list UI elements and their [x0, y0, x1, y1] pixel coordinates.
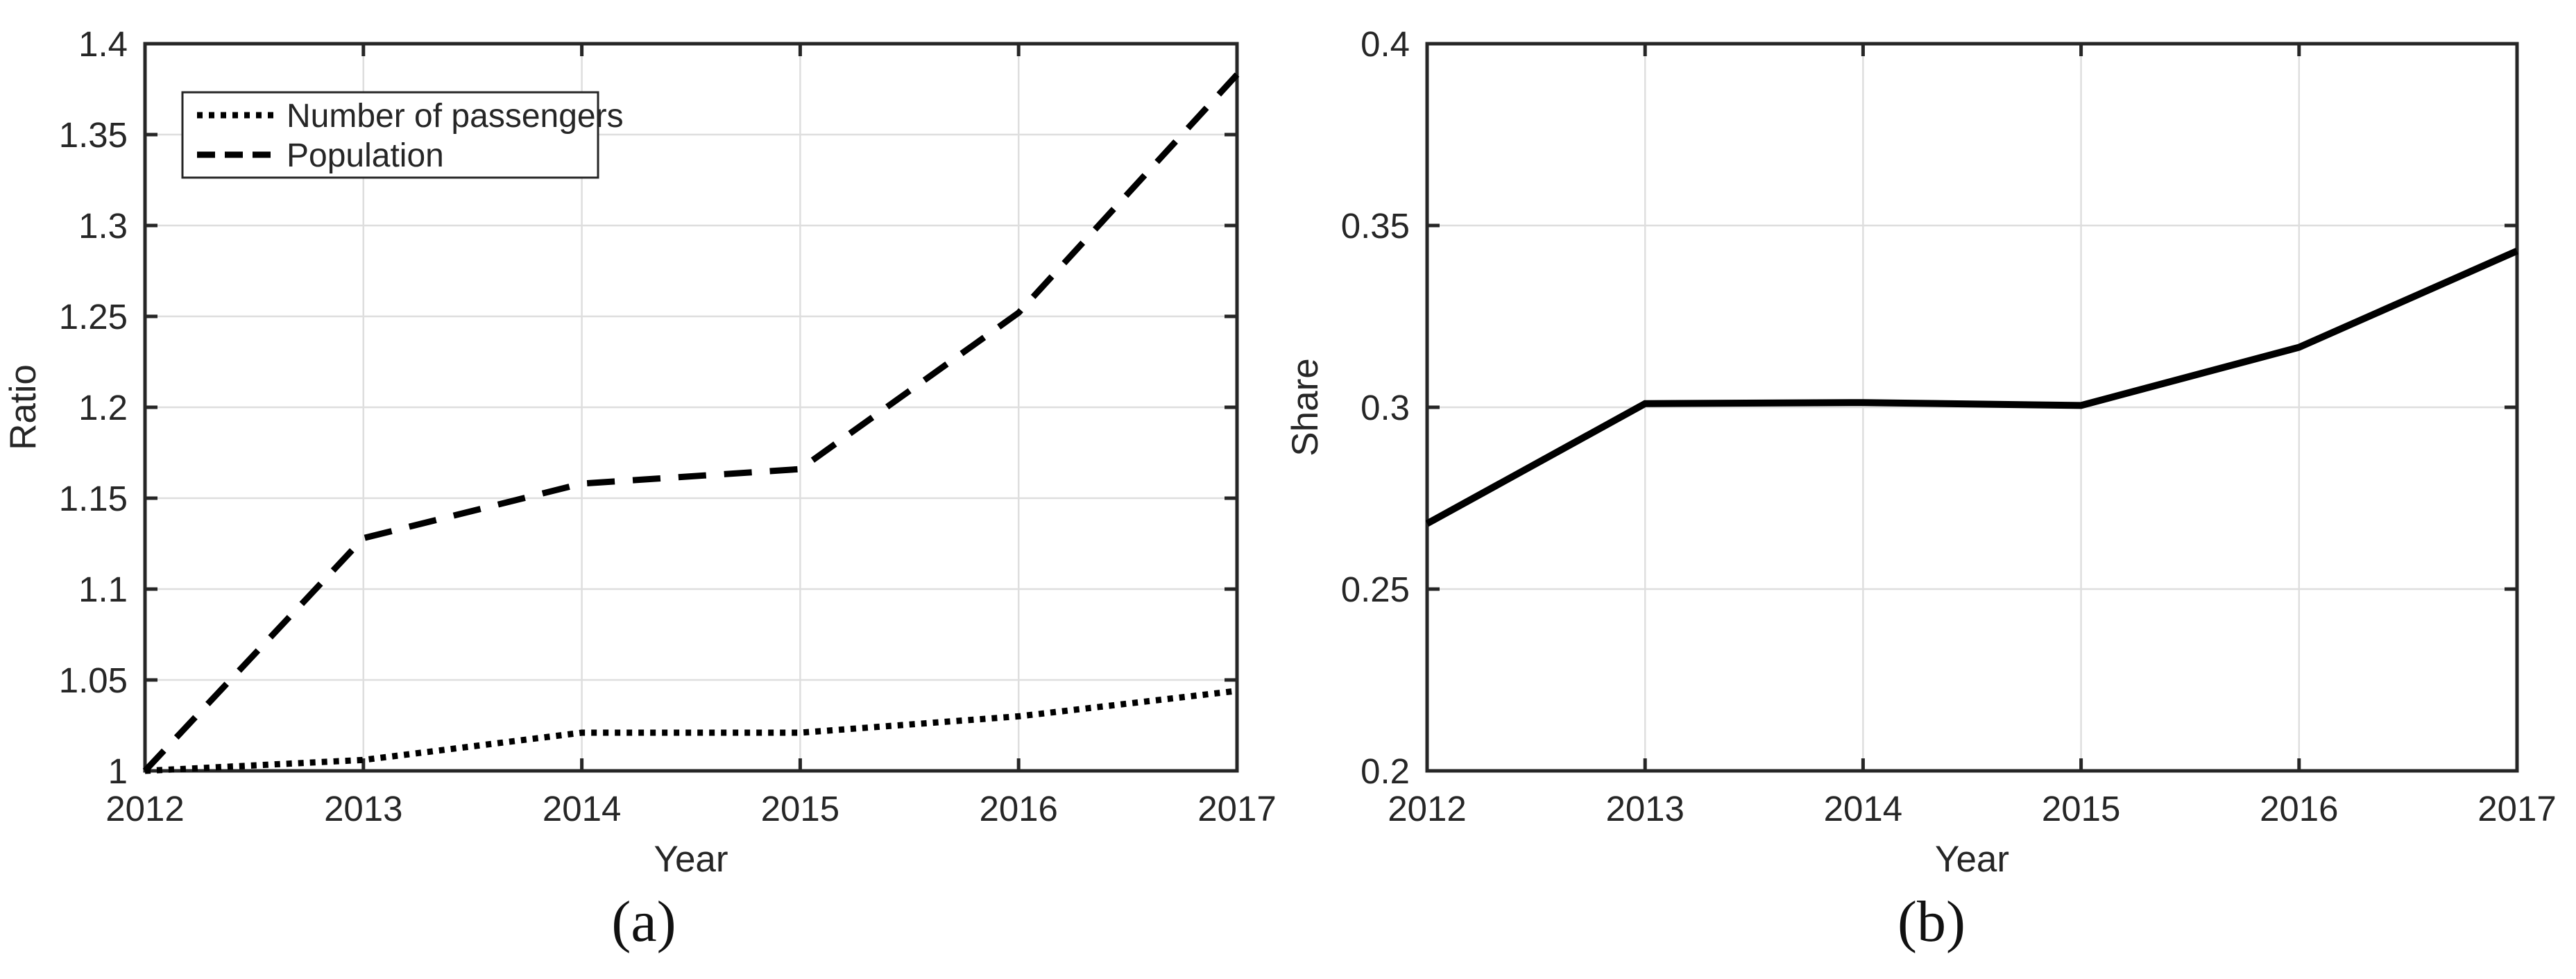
x-tick-label: 2013 — [1605, 789, 1684, 828]
legend-label: Number of passengers — [287, 98, 624, 135]
x-tick-label: 2014 — [543, 789, 621, 828]
x-tick-label: 2013 — [324, 789, 402, 828]
y-tick-label: 1.3 — [78, 206, 128, 246]
x-axis-label: Year — [654, 839, 728, 880]
plot-a: 1 1.05 1.1 1.15 1.2 1.25 1.3 1.35 1.4 2012 2013 201… — [3, 24, 1277, 880]
series-line-number-of-passengers — [144, 688, 1238, 774]
y-tick-label: 1.4 — [78, 24, 128, 64]
y-axis-label: Ratio — [3, 364, 44, 450]
caption-a: (a) — [611, 889, 676, 954]
x-tick-label: 2016 — [2260, 789, 2338, 828]
legend-label: Population — [287, 137, 444, 174]
y-tick-label: 1.15 — [59, 479, 128, 518]
y-tick-label: 1.25 — [59, 297, 128, 337]
x-tick-label: 2016 — [979, 789, 1057, 828]
y-tick-label: 1.1 — [78, 570, 128, 609]
x-tick-label: 2012 — [1388, 789, 1466, 828]
x-tick-label: 2015 — [2042, 789, 2120, 828]
y-tick-label: 1.2 — [78, 388, 128, 427]
x-tick-label: 2017 — [2477, 789, 2556, 828]
y-tick-label: 1.05 — [59, 661, 128, 700]
x-axis-label: Year — [1935, 839, 2009, 880]
plot-b: 0.2 0.25 0.3 0.35 0.4 2012 2013 2014 2015 2016 201… — [1285, 24, 2557, 880]
series-line-share — [1425, 248, 2519, 527]
y-tick-label: 0.2 — [1360, 751, 1410, 791]
series-line-population — [142, 72, 1240, 774]
x-tick-label: 2012 — [105, 789, 184, 828]
y-tick-label: 0.4 — [1360, 24, 1410, 64]
x-tick-label: 2014 — [1824, 789, 1902, 828]
y-tick-label: 0.3 — [1360, 388, 1410, 427]
y-tick-label: 1.35 — [59, 115, 128, 155]
x-tick-label: 2017 — [1197, 789, 1276, 828]
y-tick-label: 1 — [108, 751, 128, 791]
x-tick-label: 2015 — [761, 789, 839, 828]
caption-b: (b) — [1897, 889, 1965, 954]
legend-box — [181, 91, 599, 179]
y-tick-label: 0.35 — [1341, 206, 1410, 246]
y-axis-label: Share — [1285, 358, 1326, 456]
y-tick-label: 0.25 — [1341, 570, 1410, 609]
